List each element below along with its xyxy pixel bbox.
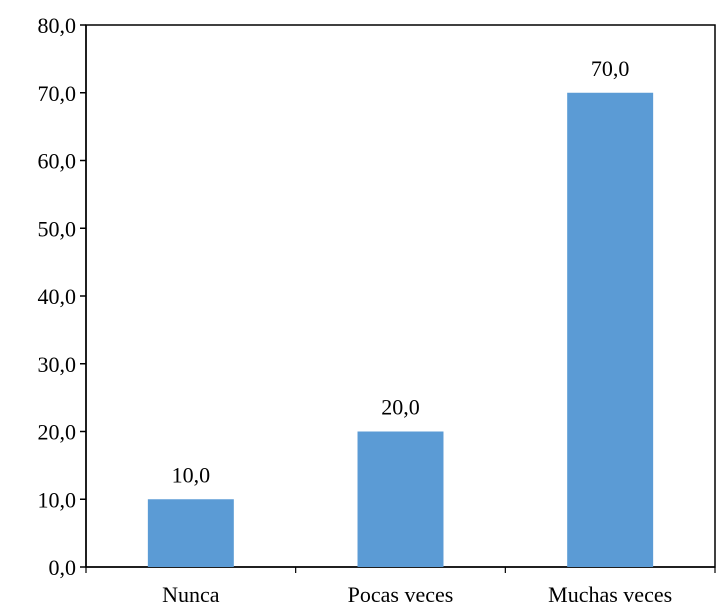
y-tick-label: 10,0 <box>38 487 77 512</box>
category-label: Pocas veces <box>348 582 454 607</box>
category-label: Nunca <box>162 582 220 607</box>
y-axis-ticks: 0,0 10,0 20,0 30,0 40,0 50,0 60,0 70,0 80,0 <box>38 13 86 580</box>
bar-series <box>147 92 654 567</box>
bar-muchas-veces <box>567 92 654 567</box>
category-label: Muchas veces <box>548 582 672 607</box>
y-tick-label: 20,0 <box>38 420 77 445</box>
data-labels: 10,0 20,0 70,0 <box>172 56 630 488</box>
data-label: 10,0 <box>172 462 211 487</box>
data-label: 70,0 <box>591 56 630 81</box>
x-axis-ticks <box>85 567 716 573</box>
y-tick-label: 70,0 <box>38 81 77 106</box>
category-labels: Nunca Pocas veces Muchas veces <box>162 582 672 607</box>
y-tick-label: 60,0 <box>38 149 77 174</box>
bar-nunca <box>147 499 234 567</box>
y-tick-label: 30,0 <box>38 352 77 377</box>
y-tick-label: 0,0 <box>49 555 77 580</box>
data-label: 20,0 <box>381 395 420 420</box>
bar-pocas-veces <box>357 431 444 567</box>
y-tick-label: 40,0 <box>38 284 77 309</box>
y-tick-label: 50,0 <box>38 216 77 241</box>
y-tick-label: 80,0 <box>38 13 77 38</box>
